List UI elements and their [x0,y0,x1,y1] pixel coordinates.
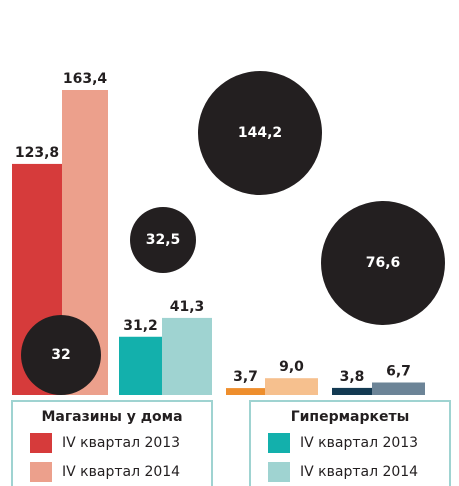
bubble [198,71,322,195]
legend-swatch [268,433,290,453]
bar [332,387,372,395]
bubble-label: 144,2 [238,125,282,141]
value-label: 6,7 [386,363,411,379]
legend-swatch [268,462,290,482]
value-label: 3,7 [233,369,258,385]
bar [226,388,265,395]
legend-swatch [30,462,52,482]
bar [265,378,318,395]
value-label: 31,2 [123,318,158,334]
bar [119,336,162,395]
value-label: 3,8 [340,369,365,385]
legend-label: IV квартал 2013 [300,435,418,451]
bubble [130,207,196,273]
legend-title: Магазины у дома [41,409,182,425]
legend-label: IV квартал 2014 [62,464,180,480]
bubble [21,315,101,395]
value-label: 9,0 [279,359,304,375]
bar [372,382,425,395]
bar [162,317,212,395]
bubble-label: 76,6 [366,255,401,271]
legend-swatch [30,433,52,453]
legend-label: IV квартал 2013 [62,435,180,451]
bubble-label: 32 [51,347,70,363]
bubble-label: 32,5 [146,232,181,248]
value-label: 41,3 [170,299,205,315]
bubble [321,201,445,325]
value-label: 163,4 [63,71,108,87]
legend-label: IV квартал 2014 [300,464,418,480]
value-label: 123,8 [15,145,59,161]
legend-title: Гипермаркеты [291,409,410,425]
